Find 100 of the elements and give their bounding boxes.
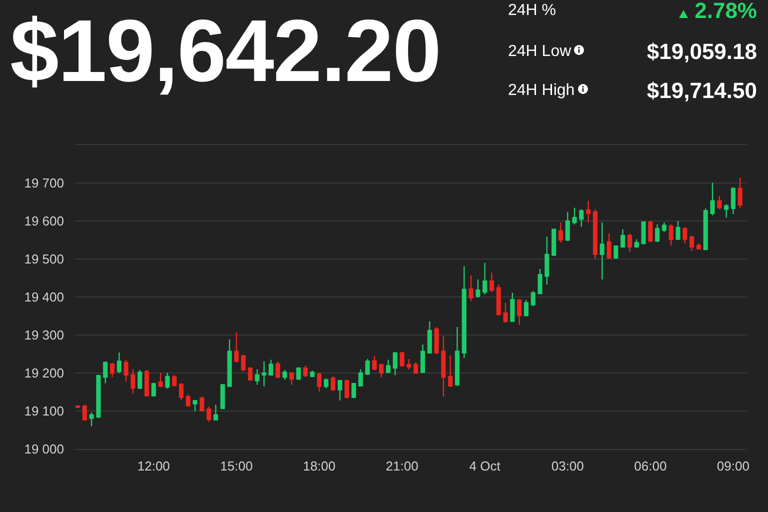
candlestick [406,358,412,370]
y-tick-label: 19 700 [24,176,64,191]
y-tick-label: 19 300 [24,328,64,343]
text: 24H High [508,82,575,99]
candlestick [186,394,190,408]
candlestick [448,354,453,388]
candlestick [627,232,632,253]
text: $19,059.18 [646,39,757,64]
candlestick [641,220,646,246]
candlestick [414,362,418,374]
candlestick [262,360,266,387]
candlestick [96,374,101,418]
y-tick-label: 19 600 [24,214,64,229]
candlestick [303,365,308,378]
candlestick [517,298,522,326]
candlestick [316,372,322,392]
candlestick [379,363,384,378]
candlestick [690,235,694,252]
candlestick [454,326,460,387]
candlestick [648,220,653,242]
candlestick [392,352,398,376]
candlestick [592,208,598,260]
candlestick [241,354,246,372]
candlestick [682,226,688,244]
candlestick [296,366,301,380]
candlestick [213,404,218,422]
candlestick [110,362,115,378]
candlestick [365,358,370,376]
candlestick [282,369,288,380]
candlestick [462,266,466,359]
candlestick [234,332,239,363]
candlestick [144,369,150,398]
candlestick [738,177,742,208]
candlestick [496,284,501,316]
candlestick [724,204,729,218]
candlestick [668,224,674,246]
candlestick [565,211,570,242]
candlestick [620,228,626,248]
candlestick [338,379,342,401]
candlestick [220,383,225,410]
candlestick [606,232,612,260]
x-tick-label: 03:00 [551,458,584,474]
candlestick [538,268,542,295]
candlestick [634,238,639,248]
candlestick [730,186,736,215]
candlestick [248,366,253,382]
candlestick [510,292,515,322]
candlestick [482,262,488,295]
candlestick [476,278,480,298]
candlestick [138,369,142,390]
x-tick-label: 12:00 [137,458,170,474]
candlestick [130,368,136,394]
candlestick [655,224,660,242]
candlestick [178,382,184,401]
candlestick [75,404,80,409]
candlestick [676,220,680,241]
candlestick [386,359,391,374]
text: $19,714.50 [646,78,757,103]
x-tick-label: 06:00 [634,458,667,474]
candlestick [151,382,156,398]
candlestick [172,374,177,387]
candlestick [524,299,529,317]
candlestick [586,200,591,224]
y-tick-label: 19 200 [24,366,64,381]
candlestick [103,361,108,384]
candlestick [579,208,584,228]
x-tick-label: 21:00 [386,458,418,474]
y-tick-label: 19 000 [24,442,64,457]
candlestick [276,361,280,379]
candlestick [544,236,550,286]
text: 2.78% [694,0,757,23]
candlestick [358,368,363,387]
text: 24H Low [508,43,572,60]
candlestick [351,382,356,399]
candlestick [254,368,260,386]
candlestick [227,338,232,388]
y-tick-label: 19 500 [24,252,64,267]
candlestick [124,359,128,382]
candlestick [717,195,722,210]
candlestick [572,207,577,226]
candlestick [600,222,604,280]
candlestick [696,242,701,250]
candlestick [372,355,377,371]
x-tick-label: 4 Oct [469,458,501,474]
y-tick-label: 19 100 [24,404,64,419]
candlestick [158,372,163,388]
x-tick-label: 18:00 [302,458,336,474]
candlestick [268,359,274,376]
x-tick-label: 15:00 [220,458,253,474]
candlestick [503,302,508,324]
y-tick-label: 19 400 [24,290,64,305]
candlestick [192,399,198,412]
candlestick [165,372,170,390]
candlestick [200,396,204,412]
candlestick [324,378,328,389]
candlestick [206,406,212,422]
chart-title: $19,642.20 [10,1,440,100]
candlestick [427,320,432,354]
x-tick-label: 09:00 [716,458,750,474]
candlestick [703,208,708,250]
